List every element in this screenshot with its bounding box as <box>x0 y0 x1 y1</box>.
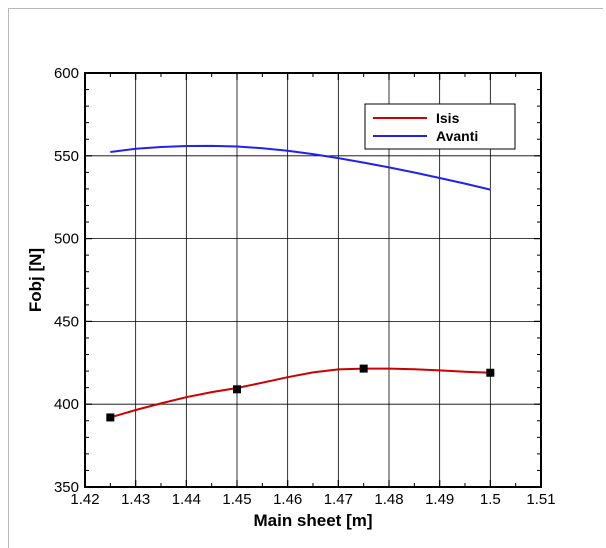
x-tick-label: 1.42 <box>70 491 99 508</box>
grid-lines <box>85 73 541 487</box>
y-tick-label: 400 <box>54 396 79 413</box>
x-tick-label: 1.44 <box>172 491 201 508</box>
x-tick-label: 1.46 <box>273 491 302 508</box>
x-tick-label: 1.51 <box>526 491 555 508</box>
series-marker-isis <box>106 413 115 422</box>
y-tick-label: 550 <box>54 148 79 165</box>
legend-box <box>364 103 516 150</box>
y-tick-label: 600 <box>54 65 79 82</box>
series-layer <box>106 144 495 422</box>
x-tick-label: 1.47 <box>324 491 353 508</box>
x-tick-label: 1.48 <box>374 491 403 508</box>
y-tick-label: 500 <box>54 231 79 248</box>
legend: Isis Avanti <box>364 103 516 150</box>
legend-label-isis: Isis <box>436 110 460 126</box>
figure-frame <box>8 8 603 548</box>
x-tick-label: 1.5 <box>480 491 501 508</box>
x-tick-label: 1.43 <box>121 491 150 508</box>
legend-label-avanti: Avanti <box>436 128 478 144</box>
y-tick-label: 450 <box>54 313 79 330</box>
y-axis-title: Fobj [N] <box>26 248 45 312</box>
x-tick-label: 1.49 <box>425 491 454 508</box>
series-marker-isis <box>359 364 368 373</box>
series-marker-isis <box>233 385 241 394</box>
series-line-avanti <box>110 144 491 191</box>
x-axis-title: Main sheet [m] <box>253 511 372 530</box>
x-tick-label: 1.45 <box>222 491 251 508</box>
series-marker-isis <box>486 368 495 377</box>
series-line-isis <box>110 367 491 419</box>
axis-ticks: 1.42 1.43 1.44 1.45 1.46 1.47 1.48 1.49 1.5 1.51 3… <box>54 65 556 508</box>
y-tick-label: 350 <box>54 479 79 496</box>
